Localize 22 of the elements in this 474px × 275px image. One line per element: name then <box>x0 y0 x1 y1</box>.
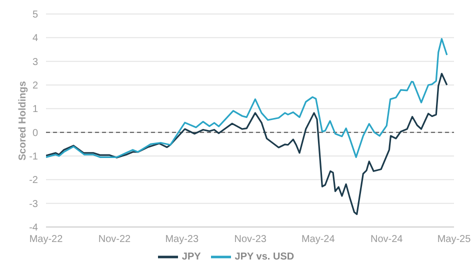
x-tick-label: May-23 <box>165 234 199 246</box>
y-tick-label: 3 <box>32 56 38 68</box>
line-series <box>46 72 448 216</box>
y-tick-label: -3 <box>29 198 38 210</box>
x-tick-label: Nov-24 <box>370 234 404 246</box>
y-tick-label: 5 <box>32 10 38 21</box>
y-axis-title: Scored Holdings <box>18 80 29 160</box>
legend-label: JPY <box>182 252 201 263</box>
x-tick-label: Nov-22 <box>98 234 132 246</box>
x-tick-label: May-25 <box>437 234 472 246</box>
x-tick-label: Nov-23 <box>234 234 267 246</box>
y-tick-label: -1 <box>29 152 38 163</box>
y-tick-label: 1 <box>32 104 38 116</box>
y-tick-label: 4 <box>32 33 38 44</box>
y-tick-label: -2 <box>29 175 38 186</box>
x-tick-label: May-24 <box>301 234 336 246</box>
x-tick-label: May-22 <box>29 234 64 246</box>
y-tick-label: 2 <box>32 80 38 92</box>
legend-label: JPY vs. USD <box>234 252 294 263</box>
y-tick-label: -4 <box>29 222 38 234</box>
y-tick-label: 0 <box>32 128 38 139</box>
line-series <box>46 38 448 158</box>
